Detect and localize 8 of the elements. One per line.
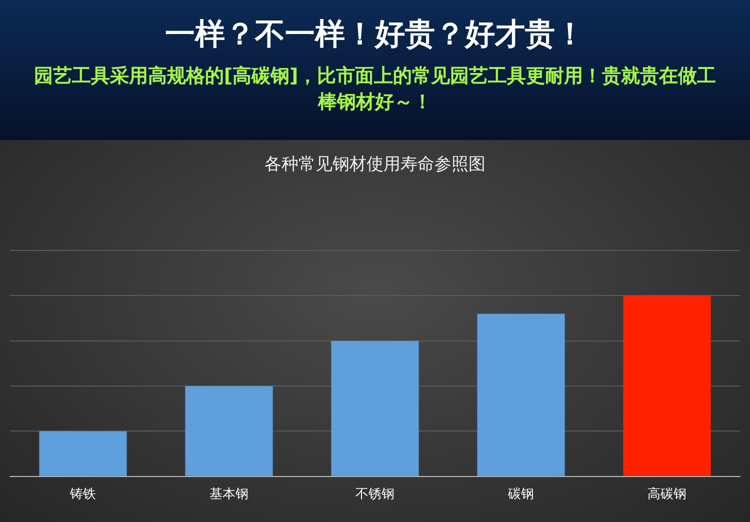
x-tick-label: 高碳钢: [648, 486, 686, 501]
chart-title: 各种常见钢材使用寿命参照图: [264, 154, 486, 175]
x-tick-label: 基本钢: [210, 486, 248, 501]
x-tick-label: 铸铁: [69, 486, 96, 501]
x-tick-label: 不锈钢: [356, 486, 394, 501]
text: 一样？不一样！好贵？好才贵！: [164, 16, 586, 54]
text: 园艺工具采用高规格的[高碳钢]，比市面上的常见园艺工具更耐用！贵就贵在做工棒钢材好～！: [32, 64, 718, 115]
x-tick-label: 碳钢: [507, 486, 534, 501]
